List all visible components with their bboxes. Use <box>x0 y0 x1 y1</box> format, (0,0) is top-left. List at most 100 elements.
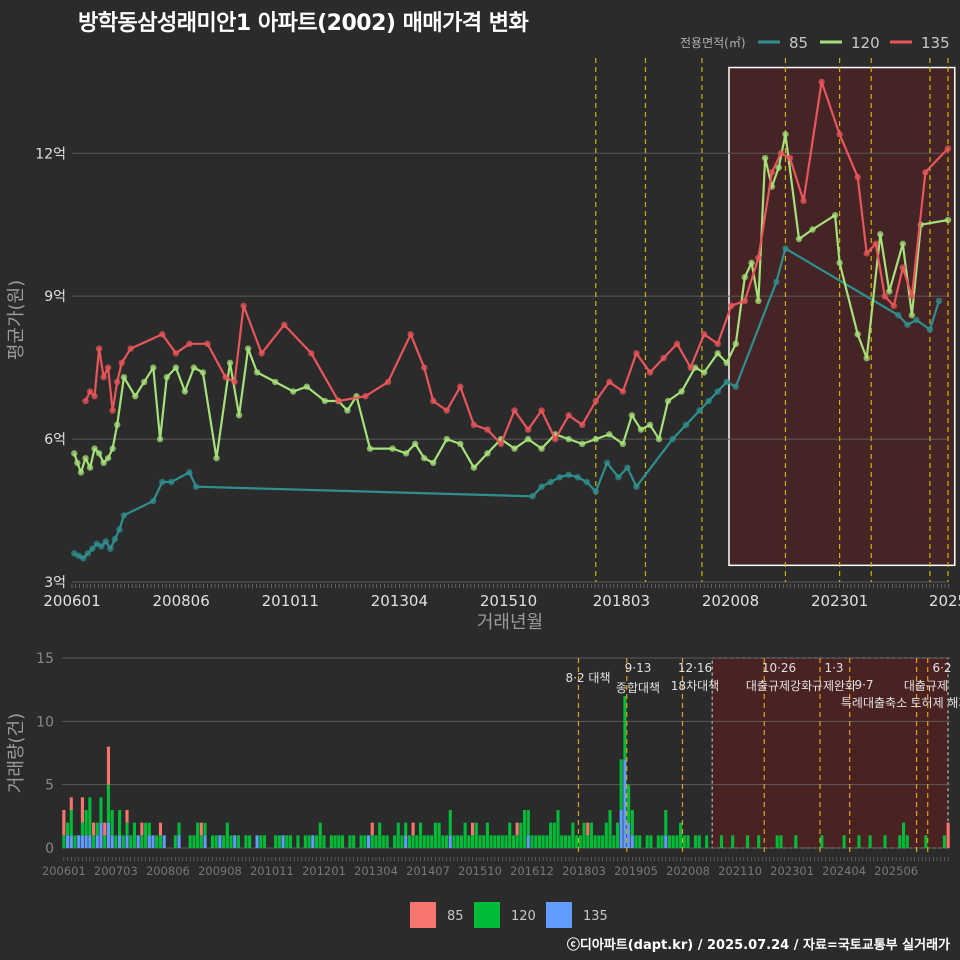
volume-bar-120 <box>385 835 389 848</box>
volume-bar-85 <box>411 822 415 836</box>
volume-bar-120 <box>582 822 586 848</box>
volume-bar-120 <box>485 822 489 848</box>
point-85 <box>603 459 611 467</box>
point-135 <box>172 350 180 357</box>
x-tick-label: 201510 <box>480 592 537 610</box>
point-135 <box>407 331 414 338</box>
point-85 <box>186 469 193 476</box>
point-85 <box>615 474 622 481</box>
point-120 <box>132 393 139 400</box>
policy-date: 9·7 <box>854 678 873 692</box>
volume-bar-85 <box>199 822 203 836</box>
volume-bar-120 <box>745 835 750 848</box>
volume-bar-120 <box>173 835 177 848</box>
point-85 <box>84 550 92 557</box>
point-135 <box>922 169 929 176</box>
volume-bar-135 <box>233 835 237 848</box>
point-120 <box>524 435 532 443</box>
point-120 <box>944 216 952 224</box>
point-120 <box>646 421 654 428</box>
point-85 <box>150 497 157 505</box>
volume-legend-key-120 <box>474 902 500 928</box>
y-tick-label: 9억 <box>44 289 66 305</box>
volume-bar-120 <box>898 835 902 848</box>
volume-bar-120 <box>474 822 478 848</box>
point-120 <box>100 459 107 467</box>
point-120 <box>700 369 708 376</box>
volume-bar-120 <box>534 835 538 848</box>
volume-bar-120 <box>820 835 824 848</box>
point-120 <box>71 450 78 457</box>
point-120 <box>877 231 884 238</box>
volume-x-tick-label: 202110 <box>718 864 762 878</box>
point-120 <box>691 364 699 371</box>
volume-bar-120 <box>615 822 620 848</box>
point-120 <box>244 345 252 352</box>
volume-bar-120 <box>378 822 382 848</box>
x-tick-label: 202008 <box>702 592 759 610</box>
volume-bar-120 <box>322 835 326 848</box>
volume-bar-120 <box>515 835 519 848</box>
point-135 <box>118 359 125 367</box>
policy-date: 12·16 <box>678 661 712 675</box>
point-120 <box>321 397 329 405</box>
point-120 <box>714 350 721 357</box>
point-135 <box>899 264 907 271</box>
point-135 <box>384 378 392 386</box>
policy-date: 9·13 <box>625 661 652 675</box>
volume-bar-120 <box>62 835 66 848</box>
point-135 <box>728 302 735 309</box>
volume-bar-120 <box>697 835 701 848</box>
volume-bar-120 <box>541 835 545 848</box>
point-120 <box>565 435 572 443</box>
volume-bar-135 <box>136 835 140 848</box>
volume-bar-120 <box>571 822 575 848</box>
source-credit: ⓒ디아파트(dapt.kr) / 2025.07.24 / 자료=국토교통부 실… <box>566 938 950 953</box>
point-85 <box>116 526 123 533</box>
volume-bar-120 <box>775 835 779 848</box>
chart-title: 방학동삼성래미안1 아파트(2002) 매매가격 변화 <box>78 11 529 36</box>
point-135 <box>768 169 776 176</box>
volume-bar-135 <box>106 822 111 848</box>
volume-bar-135 <box>162 835 166 848</box>
volume-bar-135 <box>151 835 155 848</box>
volume-bar-135 <box>66 835 70 848</box>
volume-bar-120 <box>549 822 553 848</box>
point-135 <box>633 350 640 357</box>
policy-label: 18차대책 <box>671 678 719 693</box>
volume-bar-85 <box>80 797 84 823</box>
point-85 <box>192 483 200 490</box>
point-120 <box>755 297 762 305</box>
volume-bar-135 <box>623 759 627 848</box>
volume-bar-120 <box>589 822 594 848</box>
volume-bar-120 <box>80 822 84 836</box>
volume-x-tick-label: 202301 <box>770 864 814 878</box>
point-135 <box>524 426 532 433</box>
volume-bar-120 <box>705 835 709 848</box>
volume-legend-label-135: 135 <box>583 909 608 924</box>
volume-bar-120 <box>192 835 196 848</box>
point-120 <box>190 364 198 371</box>
x-tick-label: 200806 <box>152 592 209 610</box>
point-85 <box>529 493 536 500</box>
point-135 <box>484 426 491 433</box>
volume-x-tick-label: 201803 <box>562 864 606 878</box>
point-120 <box>628 412 636 419</box>
point-135 <box>786 154 794 162</box>
policy-label: 특례대출축소 <box>841 696 907 710</box>
point-120 <box>748 259 755 267</box>
volume-bar-120 <box>649 835 653 848</box>
volume-bar-120 <box>857 835 861 848</box>
point-120 <box>579 440 586 448</box>
volume-bar-120 <box>307 835 311 848</box>
point-135 <box>660 354 667 362</box>
point-85 <box>102 538 110 545</box>
volume-bar-135 <box>95 835 99 848</box>
volume-x-tick-label: 201304 <box>354 864 398 878</box>
volume-bar-120 <box>262 835 267 848</box>
volume-bar-120 <box>92 835 96 848</box>
volume-bar-120 <box>259 835 263 848</box>
volume-bar-120 <box>433 822 437 848</box>
point-85 <box>159 478 166 486</box>
